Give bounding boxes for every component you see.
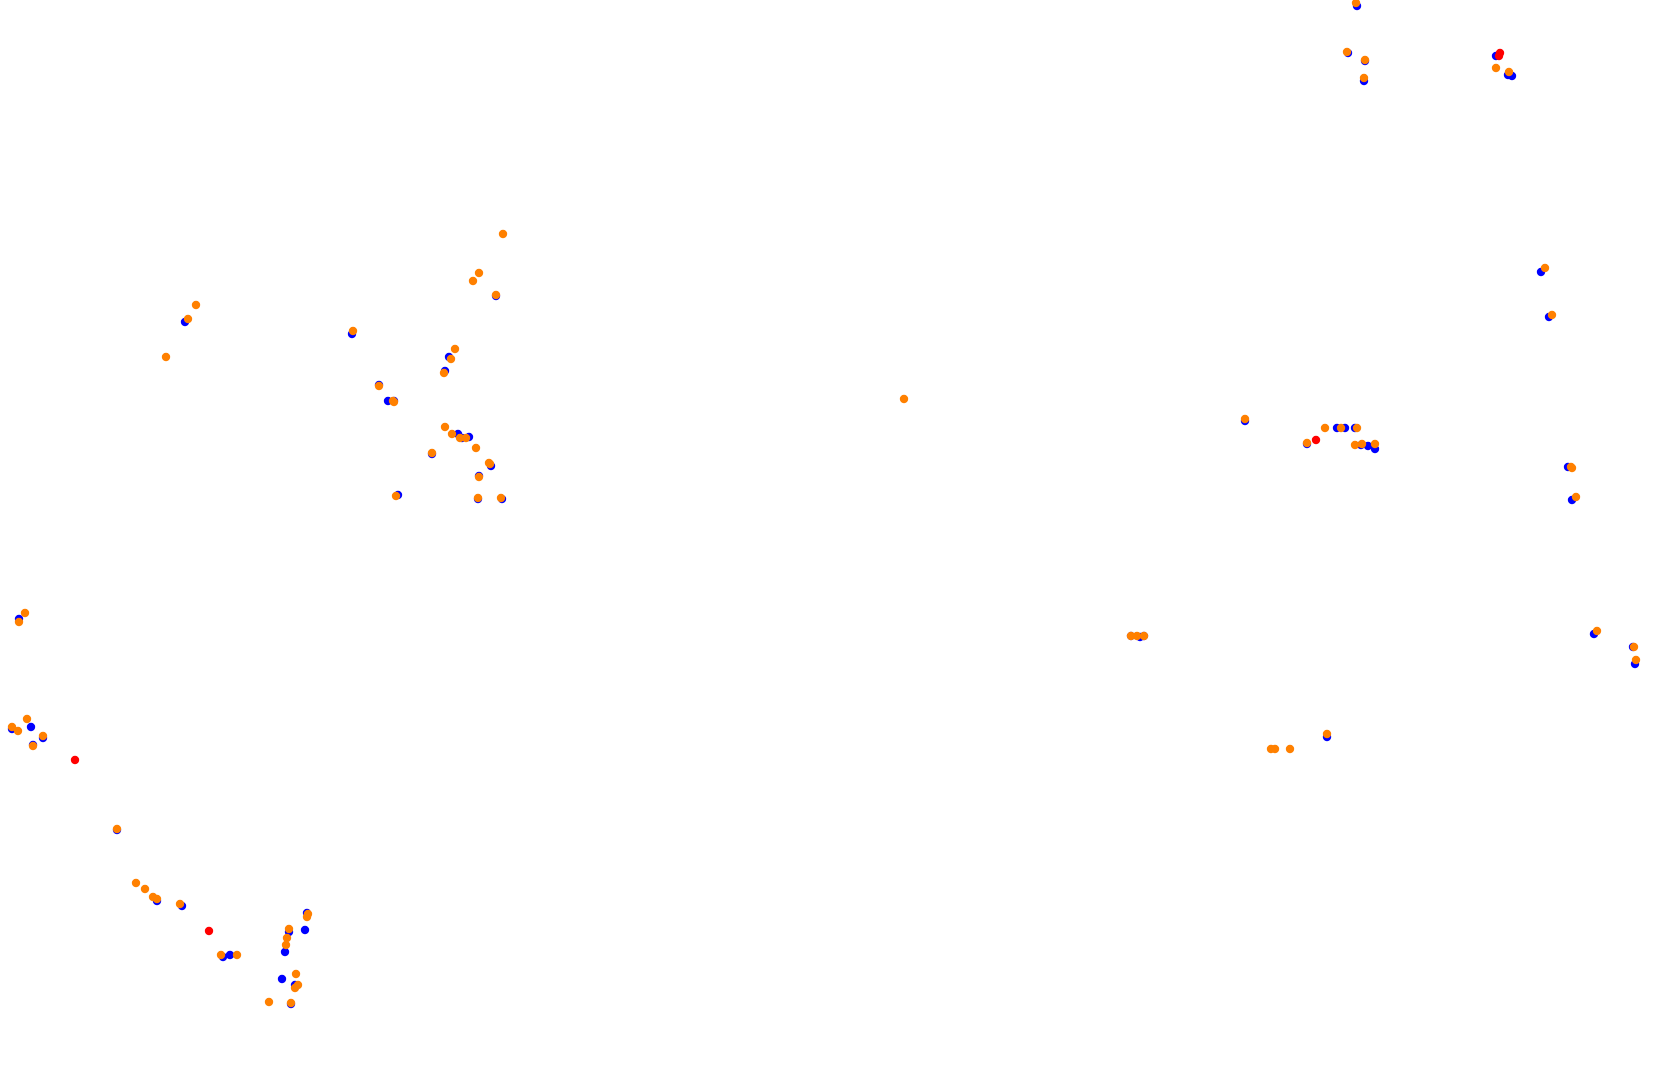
- scatter-point: [391, 491, 401, 501]
- scatter-point: [284, 924, 294, 934]
- scatter-point: [1592, 626, 1602, 636]
- scatter-point: [282, 933, 292, 943]
- scatter-point: [427, 448, 437, 458]
- scatter-point: [474, 472, 484, 482]
- scatter-point: [140, 884, 150, 894]
- series-2: [70, 48, 1505, 936]
- scatter-point: [152, 894, 162, 904]
- scatter-point: [1491, 63, 1501, 73]
- scatter-point: [484, 458, 494, 468]
- scatter-point: [474, 268, 484, 278]
- scatter-point: [389, 397, 399, 407]
- scatter-point: [291, 969, 301, 979]
- scatter-marks: [7, 0, 1641, 1009]
- scatter-point: [175, 899, 185, 909]
- scatter-point: [491, 290, 501, 300]
- scatter-point: [70, 755, 80, 765]
- scatter-point: [439, 368, 449, 378]
- scatter-point: [473, 493, 483, 503]
- scatter-point: [216, 950, 226, 960]
- scatter-point: [1336, 423, 1346, 433]
- scatter-point: [303, 909, 313, 919]
- scatter-point: [26, 722, 36, 732]
- scatter-point: [374, 381, 384, 391]
- scatter-point: [1504, 67, 1514, 77]
- scatter-point: [191, 300, 201, 310]
- scatter-point: [1350, 440, 1360, 450]
- scatter-point: [1566, 462, 1576, 472]
- scatter-point: [281, 940, 291, 950]
- scatter-point: [1240, 414, 1250, 424]
- scatter-point: [450, 344, 460, 354]
- scatter-point: [280, 947, 290, 957]
- scatter-point: [1359, 73, 1369, 83]
- scatter-point: [1631, 655, 1641, 665]
- scatter-point: [455, 433, 465, 443]
- scatter-point: [348, 326, 358, 336]
- scatter-point: [1322, 729, 1332, 739]
- scatter-point: [1351, 0, 1361, 8]
- scatter-point: [13, 726, 23, 736]
- scatter-point: [1285, 744, 1295, 754]
- scatter-point: [447, 429, 457, 439]
- scatter-point: [1139, 631, 1149, 641]
- scatter-point: [1126, 631, 1136, 641]
- scatter-point: [1302, 438, 1312, 448]
- scatter-point: [1132, 631, 1142, 641]
- scatter-point: [498, 229, 508, 239]
- scatter-point: [7, 722, 17, 732]
- scatter-point: [277, 974, 287, 984]
- scatter-point: [22, 714, 32, 724]
- scatter-point: [1629, 642, 1639, 652]
- scatter-point: [899, 394, 909, 404]
- scatter-point: [461, 433, 471, 443]
- scatter-point: [468, 276, 478, 286]
- scatter-point: [183, 314, 193, 324]
- scatter-point: [286, 998, 296, 1008]
- scatter-point: [131, 878, 141, 888]
- scatter-point: [20, 608, 30, 618]
- scatter-point: [28, 741, 38, 751]
- scatter-point: [496, 493, 506, 503]
- scatter-point: [290, 983, 300, 993]
- scatter-point: [1311, 435, 1321, 445]
- scatter-point: [1547, 310, 1557, 320]
- scatter-point: [300, 925, 310, 935]
- scatter-point: [264, 997, 274, 1007]
- scatter-point: [232, 950, 242, 960]
- scatter-point: [204, 926, 214, 936]
- scatter-point: [446, 354, 456, 364]
- scatter-point: [1352, 423, 1362, 433]
- scatter-point: [225, 950, 235, 960]
- scatter-point: [161, 352, 171, 362]
- scatter-point: [1370, 439, 1380, 449]
- scatter-point: [112, 824, 122, 834]
- scatter-point: [1357, 439, 1367, 449]
- scatter-point: [1270, 744, 1280, 754]
- scatter-point: [1494, 51, 1504, 61]
- series-1: [7, 0, 1641, 1008]
- scatter-point: [1571, 492, 1581, 502]
- scatter-point: [1320, 423, 1330, 433]
- scatter-point: [1540, 263, 1550, 273]
- scatter-point: [440, 422, 450, 432]
- scatter-point: [14, 617, 24, 627]
- scatter-point: [471, 443, 481, 453]
- scatter-point: [38, 731, 48, 741]
- scatter-point: [1342, 47, 1352, 57]
- scatter-point: [1360, 55, 1370, 65]
